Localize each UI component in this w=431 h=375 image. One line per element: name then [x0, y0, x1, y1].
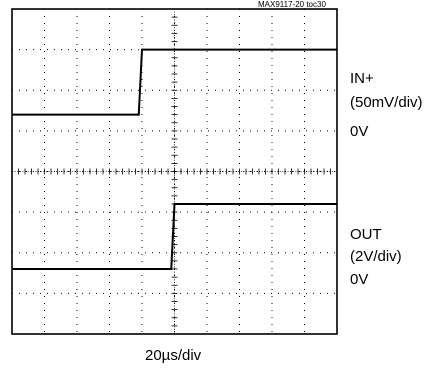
series-out-scale-label: (2V/div)	[350, 248, 402, 265]
graticule	[11, 8, 338, 335]
series-in-zero-label: 0V	[350, 123, 369, 140]
x-axis-scale-label: 20µs/div	[145, 347, 202, 364]
plot-frame	[11, 8, 338, 335]
trace-in-line	[12, 48, 337, 116]
trace-out-line	[12, 203, 337, 270]
series-in-scale-label: (50mV/div)	[350, 94, 423, 111]
traces	[12, 48, 337, 270]
series-out-zero-label: 0V	[350, 271, 369, 288]
figure-id-label: MAX9117-20 toc30	[258, 0, 326, 9]
series-out-name-label: OUT	[350, 226, 382, 243]
series-in-name-label: IN+	[350, 70, 374, 87]
